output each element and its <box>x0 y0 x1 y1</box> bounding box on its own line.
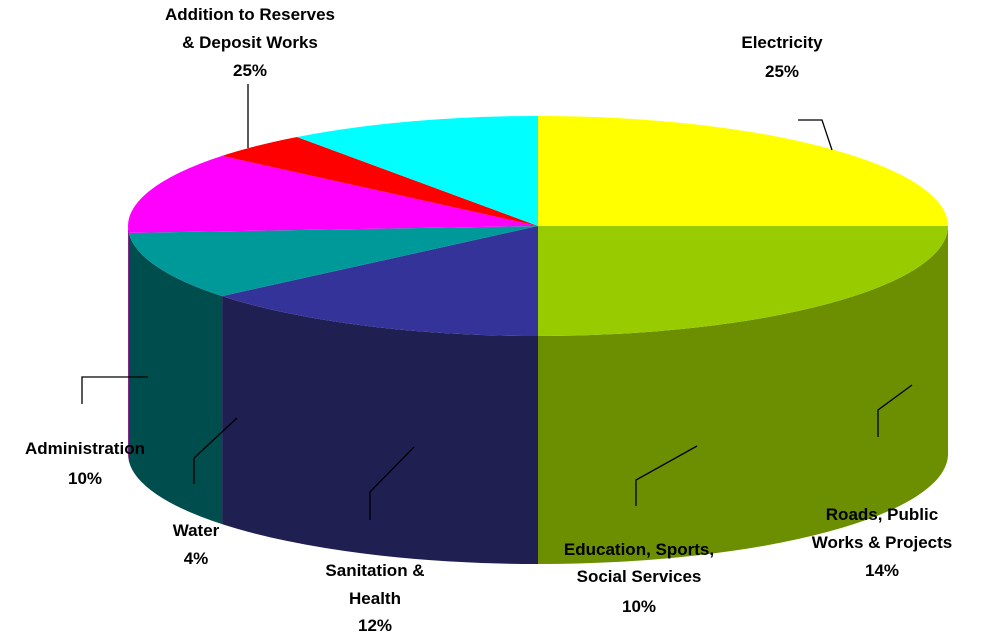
slice-name-label-3: Health <box>349 589 401 608</box>
leader-line-1 <box>877 384 913 437</box>
leader-line-5 <box>81 376 148 404</box>
pie-sides <box>128 226 948 564</box>
leader-lines <box>81 84 913 520</box>
pie-side-2 <box>128 232 223 525</box>
slice-name-label-2: Social Services <box>577 567 702 586</box>
pie-side-3 <box>128 226 129 461</box>
pie-side-0 <box>538 226 948 564</box>
leader-line-2 <box>635 445 698 506</box>
slice-name-label-1: Works & Projects <box>812 533 952 552</box>
pie-slice-6 <box>538 116 948 226</box>
slice-value-label-4: 4% <box>184 549 209 568</box>
slice-name-label-4: Water <box>173 521 220 540</box>
pie-tops <box>128 116 948 336</box>
pie-slice-1 <box>222 226 538 336</box>
slice-value-label-5: 10% <box>68 469 102 488</box>
slice-value-label-0: 25% <box>765 62 799 81</box>
pie-slice-2 <box>128 226 539 297</box>
slice-name-label-2: Education, Sports, <box>564 540 714 559</box>
leader-line-3 <box>369 446 415 520</box>
slice-value-label-2: 10% <box>622 597 656 616</box>
leader-line-0 <box>798 119 833 151</box>
slice-name-label-3: Sanitation & <box>325 561 424 580</box>
pie-side-1 <box>222 296 538 564</box>
slice-name-label-6: Addition to Reserves <box>165 5 335 24</box>
slice-name-label-6: & Deposit Works <box>182 33 318 52</box>
slice-value-label-6: 25% <box>233 61 267 80</box>
pie-slice-3 <box>128 155 538 233</box>
slice-value-label-1: 14% <box>865 561 899 580</box>
slice-value-label-3: 12% <box>358 616 392 635</box>
pie-slice-0 <box>538 226 948 336</box>
slice-name-label-0: Electricity <box>741 33 823 52</box>
leader-line-4 <box>193 417 238 484</box>
pie-slice-5 <box>297 116 538 226</box>
pie-slice-4 <box>222 137 538 226</box>
slice-labels: Electricity 25% Roads, Public Works & Proje… <box>25 5 952 635</box>
slice-name-label-5: Administration <box>25 439 145 458</box>
slice-name-label-1: Roads, Public <box>826 505 938 524</box>
